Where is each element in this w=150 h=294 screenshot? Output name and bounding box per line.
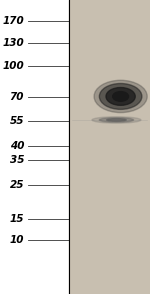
Ellipse shape xyxy=(99,118,134,122)
Text: 15: 15 xyxy=(10,214,24,224)
Bar xyxy=(69,0,150,294)
Ellipse shape xyxy=(94,80,147,113)
Text: 70: 70 xyxy=(10,92,24,102)
Text: 40: 40 xyxy=(10,141,24,151)
Text: 35: 35 xyxy=(10,155,24,165)
Ellipse shape xyxy=(113,92,129,101)
Ellipse shape xyxy=(99,83,142,109)
Ellipse shape xyxy=(92,117,141,123)
Ellipse shape xyxy=(107,119,126,121)
Text: 170: 170 xyxy=(2,16,24,26)
Text: 130: 130 xyxy=(2,38,24,48)
Text: 100: 100 xyxy=(2,61,24,71)
Text: 10: 10 xyxy=(10,235,24,245)
Ellipse shape xyxy=(106,88,135,105)
Text: 55: 55 xyxy=(10,116,24,126)
Bar xyxy=(10,0,69,294)
Text: 25: 25 xyxy=(10,180,24,190)
